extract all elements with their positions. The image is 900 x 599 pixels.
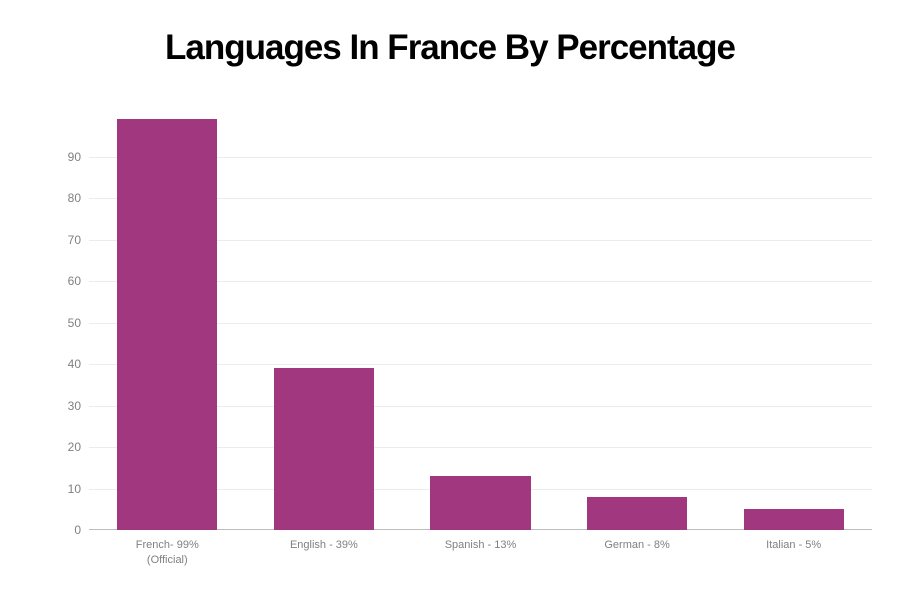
ytick-label: 20	[68, 440, 89, 454]
chart-title: Languages In France By Percentage	[0, 0, 900, 68]
ytick-label: 50	[68, 316, 89, 330]
bars-group: French- 99% (Official)English - 39%Spani…	[89, 115, 872, 530]
ytick-label: 60	[68, 274, 89, 288]
ytick-label: 40	[68, 357, 89, 371]
ytick-label: 90	[68, 150, 89, 164]
bar	[744, 509, 844, 530]
ytick-label: 0	[74, 523, 89, 537]
plot: 0102030405060708090French- 99% (Official…	[89, 115, 872, 530]
bar-slot: Spanish - 13%	[402, 115, 559, 530]
ytick-label: 30	[68, 399, 89, 413]
ytick-label: 70	[68, 233, 89, 247]
bar-slot: Italian - 5%	[715, 115, 872, 530]
bar-slot: English - 39%	[246, 115, 403, 530]
chart-plot-area: 0102030405060708090French- 99% (Official…	[89, 115, 872, 530]
bar	[587, 497, 687, 530]
bar	[274, 368, 374, 530]
ytick-label: 80	[68, 191, 89, 205]
bar	[117, 119, 217, 530]
bar-slot: German - 8%	[559, 115, 716, 530]
bar-slot: French- 99% (Official)	[89, 115, 246, 530]
xtick-label: Italian - 5%	[684, 538, 900, 553]
chart-container: Languages In France By Percentage 010203…	[0, 0, 900, 599]
bar	[430, 476, 530, 530]
ytick-label: 10	[68, 482, 89, 496]
